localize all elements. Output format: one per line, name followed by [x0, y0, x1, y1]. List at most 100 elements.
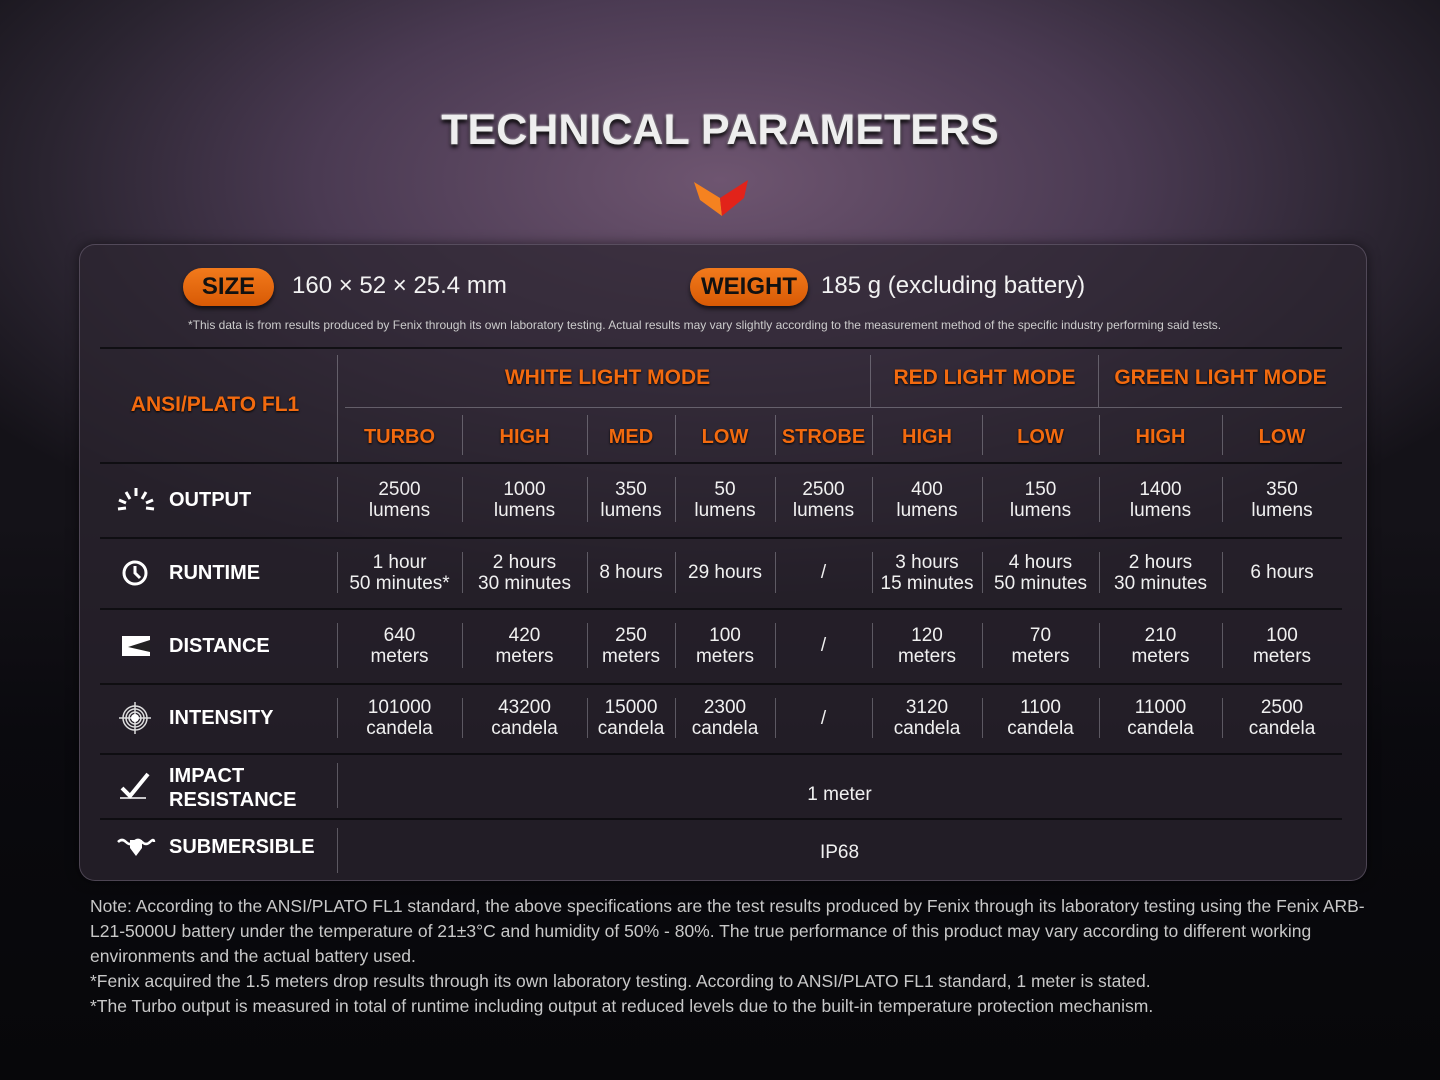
column-divider	[675, 623, 676, 668]
row-label-distance: DISTANCE	[169, 634, 270, 657]
row-divider	[100, 537, 1342, 539]
column-divider	[462, 623, 463, 668]
note-3: *The Turbo output is measured in total o…	[90, 996, 1154, 1016]
output-icon	[116, 482, 156, 518]
table-cell: 3120 candela	[893, 697, 961, 739]
table-cell: 2500 lumens	[792, 478, 855, 521]
column-divider	[675, 698, 676, 738]
mode-header: STROBE	[781, 426, 866, 448]
row-divider	[100, 462, 1342, 464]
mode-header: HIGH	[902, 426, 952, 448]
table-cell: 1100 candela	[1007, 697, 1074, 739]
mode-header: TURBO	[363, 426, 436, 448]
column-divider	[870, 355, 871, 407]
fenix-logo-icon	[694, 180, 748, 216]
submersible-value: IP68	[819, 842, 860, 863]
submersible-icon	[116, 828, 156, 864]
column-divider	[982, 698, 983, 738]
column-divider	[587, 623, 588, 668]
table-cell: 43200 candela	[491, 697, 558, 739]
row-label-runtime: RUNTIME	[169, 561, 261, 584]
column-divider	[587, 415, 588, 455]
column-divider	[872, 623, 873, 668]
column-divider	[337, 698, 338, 738]
table-cell: 6 hours	[1250, 562, 1314, 583]
table-cell: 1000 lumens	[493, 478, 556, 521]
column-divider	[1222, 477, 1223, 522]
column-divider	[587, 552, 588, 593]
column-divider	[462, 698, 463, 738]
size-badge: SIZE	[183, 268, 274, 306]
column-divider	[775, 415, 776, 455]
disclaimer: *This data is from results produced by F…	[188, 318, 1222, 332]
page-title: TECHNICAL PARAMETERS	[441, 106, 999, 154]
table-cell: 101000 candela	[366, 697, 433, 739]
table-cell: /	[820, 562, 827, 583]
table-cell: 640 meters	[370, 624, 429, 667]
mode-group-0: WHITE LIGHT MODE	[504, 366, 711, 389]
table-cell: 29 hours	[688, 562, 762, 583]
note-1: Note: According to the ANSI/PLATO FL1 st…	[90, 896, 1365, 966]
row-label-output: OUTPUT	[169, 488, 252, 511]
column-divider	[982, 552, 983, 593]
column-divider	[675, 415, 676, 455]
table-cell: 2 hours 30 minutes	[478, 551, 571, 594]
column-divider	[1099, 623, 1100, 668]
row-label-intensity: INTENSITY	[169, 707, 274, 729]
clock-icon	[116, 555, 156, 591]
column-divider	[872, 552, 873, 593]
column-divider	[1099, 477, 1100, 522]
table-cell: 2500 candela	[1248, 697, 1316, 739]
row-divider	[100, 753, 1342, 755]
column-divider	[982, 415, 983, 455]
row-divider	[100, 608, 1342, 610]
table-cell: 8 hours	[599, 562, 663, 583]
column-divider	[982, 623, 983, 668]
table-cell: 100 meters	[695, 624, 755, 667]
column-divider	[675, 477, 676, 522]
column-divider	[1222, 698, 1223, 738]
row-label-submersible: SUBMERSIBLE	[169, 836, 315, 858]
table-cell: 15000 candela	[597, 697, 665, 739]
table-cell: 50 lumens	[694, 478, 756, 521]
column-divider	[337, 763, 338, 808]
standard-label: ANSI/PLATO FL1	[130, 393, 300, 416]
column-divider	[1222, 552, 1223, 593]
table-cell: 350 lumens	[1251, 478, 1313, 521]
notes: Note: According to the ANSI/PLATO FL1 st…	[90, 894, 1370, 1019]
column-divider	[775, 477, 776, 522]
column-divider	[337, 552, 338, 593]
table-cell: 350 lumens	[600, 478, 662, 521]
mode-header: MED	[608, 426, 654, 448]
spec-panel	[79, 244, 1367, 881]
column-divider	[462, 415, 463, 455]
row-divider	[100, 683, 1342, 685]
table-cell: 2300 candela	[691, 697, 759, 739]
header-divider	[345, 407, 1342, 408]
column-divider	[1222, 415, 1223, 455]
row-divider	[100, 347, 1342, 349]
table-cell: /	[820, 707, 827, 729]
column-divider	[337, 623, 338, 668]
column-divider	[982, 477, 983, 522]
column-divider	[462, 552, 463, 593]
mode-group-2: GREEN LIGHT MODE	[1114, 366, 1327, 389]
column-divider	[1099, 415, 1100, 455]
note-2: *Fenix acquired the 1.5 meters drop resu…	[90, 971, 1151, 991]
table-cell: 1400 lumens	[1129, 478, 1192, 521]
column-divider	[775, 623, 776, 668]
row-label-impact-resistance: IMPACT RESISTANCE	[169, 765, 297, 811]
distance-icon	[116, 628, 156, 664]
column-divider	[675, 552, 676, 593]
column-divider	[872, 415, 873, 455]
table-cell: 3 hours 15 minutes	[880, 551, 974, 594]
table-cell: 400 lumens	[896, 478, 958, 521]
column-divider	[462, 477, 463, 522]
column-divider	[337, 477, 338, 522]
mode-group-1: RED LIGHT MODE	[893, 366, 1076, 389]
impact-icon	[116, 768, 156, 804]
impact-value: 1 meter	[807, 784, 872, 805]
table-cell: 420 meters	[495, 624, 554, 667]
column-divider	[872, 698, 873, 738]
size-value: 160 × 52 × 25.4 mm	[292, 272, 507, 299]
